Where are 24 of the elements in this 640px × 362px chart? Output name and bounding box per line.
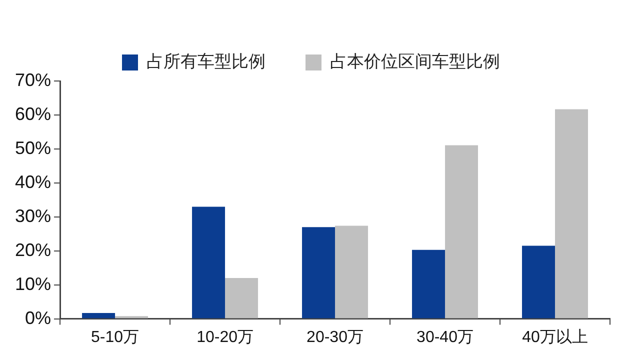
y-tick-label: 50% <box>14 138 52 158</box>
y-tick-label: 20% <box>14 240 52 260</box>
bar <box>192 206 226 318</box>
x-tick-label: 40万以上 <box>522 328 588 346</box>
y-tick-label: 70% <box>14 70 52 90</box>
y-tick-label: 30% <box>14 206 52 226</box>
bar <box>555 109 588 318</box>
bar <box>412 250 446 318</box>
bar <box>522 246 556 318</box>
x-tick-label: 30-40万 <box>416 328 474 346</box>
y-tick-label: 0% <box>25 308 52 328</box>
x-tick-label: 5-10万 <box>91 328 140 346</box>
x-tick-label: 20-30万 <box>306 328 364 346</box>
y-tick-label: 60% <box>14 104 52 124</box>
y-tick-label: 40% <box>14 172 52 192</box>
y-tick-label: 10% <box>14 274 52 294</box>
bar <box>335 226 368 318</box>
x-tick-label: 10-20万 <box>196 328 254 346</box>
legend-label: 占所有车型比例 <box>146 52 266 72</box>
bar <box>225 278 258 318</box>
legend-label: 占本价位区间车型比例 <box>330 52 500 72</box>
bar <box>82 313 116 318</box>
bar <box>445 145 478 318</box>
bar <box>302 227 336 318</box>
